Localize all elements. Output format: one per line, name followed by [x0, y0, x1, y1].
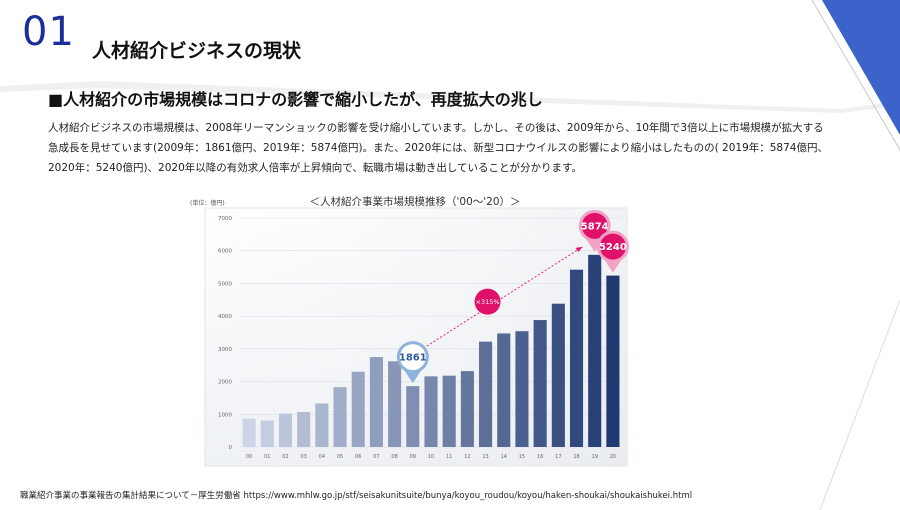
- body-line: 急成長を見せています(2009年：1861億円、2019年：5874億円)。また…: [48, 142, 828, 154]
- bar: [278, 413, 293, 447]
- callout-5874-label: 5874: [581, 221, 609, 232]
- bar: [515, 331, 529, 447]
- y-tick-label: 4000: [218, 314, 232, 320]
- x-tick-label: 02: [282, 454, 288, 460]
- x-tick-label: 20: [610, 454, 616, 460]
- x-tick-label: 09: [410, 454, 416, 460]
- corner-triangle-blue: [822, 0, 900, 135]
- x-tick-label: 05: [337, 454, 343, 460]
- section-number: 01: [22, 9, 75, 55]
- bottom-right-accent-line: [819, 299, 900, 510]
- bar: [460, 371, 474, 447]
- y-tick-label: 2000: [218, 380, 232, 386]
- section-title: 人材紹介ビジネスの現状: [92, 40, 302, 62]
- y-tick-label: 1000: [218, 412, 232, 418]
- x-tick-label: 18: [573, 454, 579, 460]
- callout-5874: 5874: [578, 209, 611, 252]
- source-citation: 職業紹介事業の事業報告の集計結果について－厚生労働省 https://www.m…: [20, 491, 693, 501]
- callout-5240-pointer: [604, 259, 622, 273]
- bar: [315, 403, 329, 447]
- bar: [260, 420, 274, 447]
- bar: [533, 320, 547, 447]
- y-tick-label: 6000: [218, 249, 232, 255]
- x-tick-label: 04: [319, 454, 325, 460]
- callout-1861-label: 1861: [399, 353, 427, 364]
- x-tick-label: 00: [246, 454, 252, 460]
- x-tick-label: 03: [300, 454, 306, 460]
- callout-5240-label: 5240: [599, 242, 627, 253]
- x-tick-label: 19: [592, 454, 598, 460]
- y-tick-label: 0: [229, 445, 233, 451]
- bar: [588, 254, 602, 447]
- x-tick-label: 13: [482, 454, 488, 460]
- body-line: 2020年：5240億円)、2020年以降の有効求人倍率が上昇傾向で、転職市場は…: [48, 162, 582, 174]
- growth-arrow-head: [575, 246, 583, 252]
- callout-1861: 1861: [396, 341, 429, 384]
- x-tick-label: 10: [428, 454, 434, 460]
- bar: [551, 303, 565, 447]
- x-tick-label: 15: [519, 454, 525, 460]
- body-line: 人材紹介ビジネスの市場規模は、2008年リーマンショックの影響を受け縮小していま…: [48, 122, 824, 134]
- chart-unit-label: (単位：億円): [190, 200, 225, 207]
- callout-5240: 5240: [596, 230, 629, 273]
- x-tick-label: 08: [391, 454, 397, 460]
- callout-1861-pointer: [404, 369, 422, 384]
- corner-separator-line: [811, 0, 900, 151]
- bar: [497, 333, 511, 447]
- bar: [351, 371, 365, 447]
- callout-5240-circle: [599, 233, 626, 260]
- growth-badge-label: ×315%: [476, 298, 500, 306]
- x-tick-label: 11: [446, 454, 452, 460]
- header-wedge: [0, 0, 900, 108]
- bar: [606, 275, 620, 447]
- growth-badge: [474, 288, 501, 315]
- x-tick-label: 16: [537, 454, 543, 460]
- body-paragraph: 人材紹介ビジネスの市場規模は、2008年リーマンショックの影響を受け縮小していま…: [48, 118, 838, 178]
- callout-1861-circle: [399, 344, 426, 371]
- subheading: ■人材紹介の市場規模はコロナの影響で縮小したが、再度拡大の兆し: [48, 90, 543, 109]
- growth-arrow-line: [426, 246, 583, 347]
- header-wedge-shadow: [0, 81, 900, 113]
- y-tick-label: 5000: [218, 281, 232, 287]
- bar: [369, 357, 383, 447]
- x-tick-label: 12: [464, 454, 470, 460]
- bar: [569, 269, 584, 447]
- callout-5874-circle: [581, 212, 608, 239]
- bar: [424, 376, 438, 447]
- bar: [406, 386, 420, 447]
- x-tick-label: 07: [373, 454, 379, 460]
- x-tick-label: 17: [555, 454, 561, 460]
- y-tick-label: 7000: [218, 216, 232, 222]
- bar: [388, 361, 402, 447]
- y-tick-label: 3000: [218, 347, 232, 353]
- x-tick-label: 06: [355, 454, 361, 460]
- chart-title: ＜人材紹介事業市場規模推移（'00～'20）＞: [309, 196, 521, 208]
- x-tick-label: 01: [264, 454, 270, 460]
- bar: [479, 341, 493, 447]
- bar: [333, 387, 347, 447]
- bar: [297, 411, 311, 447]
- bar: [242, 418, 256, 447]
- x-tick-label: 14: [501, 454, 507, 460]
- bar: [442, 375, 456, 447]
